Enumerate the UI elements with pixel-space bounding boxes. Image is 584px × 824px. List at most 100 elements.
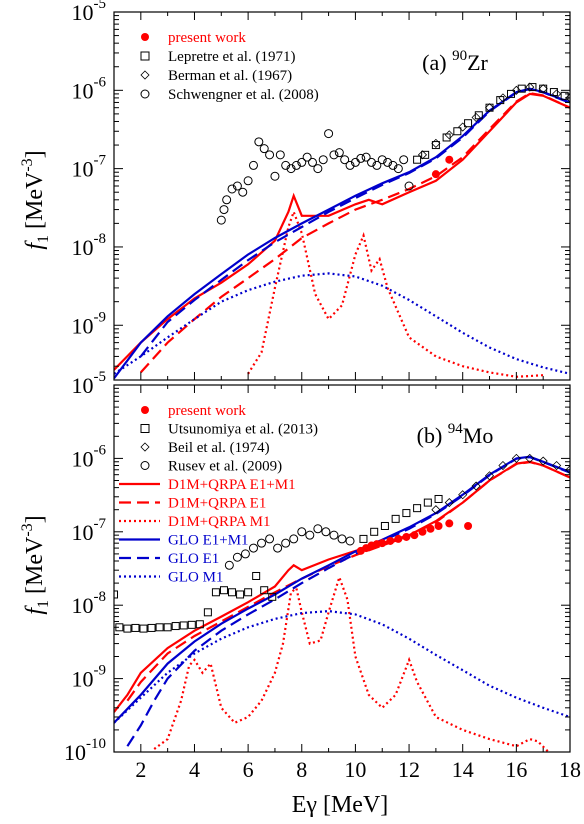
x-tick-label: 4 xyxy=(189,757,200,782)
data-point xyxy=(289,534,299,544)
data-point xyxy=(318,155,328,165)
data-point xyxy=(244,588,253,597)
data-point xyxy=(240,549,250,559)
data-point xyxy=(302,152,312,162)
data-point xyxy=(248,160,258,170)
data-point xyxy=(394,534,403,543)
data-point xyxy=(259,144,269,154)
series-line xyxy=(114,460,570,713)
x-tick-label: 2 xyxy=(135,757,146,782)
data-point xyxy=(399,155,409,165)
legend-label: Berman et al. (1967) xyxy=(168,68,292,84)
y-tick-label: 10-8 xyxy=(72,589,107,618)
data-point xyxy=(147,623,156,632)
data-point xyxy=(216,215,226,225)
legend-marker xyxy=(140,70,150,80)
data-point xyxy=(356,153,366,163)
data-point xyxy=(525,453,535,463)
data-point xyxy=(383,157,393,167)
legend-marker xyxy=(140,424,150,433)
data-point xyxy=(418,527,427,536)
x-tick-label: 16 xyxy=(505,757,527,782)
data-point xyxy=(372,160,382,170)
data-point xyxy=(139,624,148,633)
y-tick-label: 10-6 xyxy=(72,442,107,471)
series-line xyxy=(247,208,544,378)
x-tick-label: 18 xyxy=(559,757,581,782)
data-point xyxy=(257,538,267,548)
legend-label: Beil et al. (1974) xyxy=(168,440,270,456)
data-point xyxy=(445,155,454,164)
legend-marker xyxy=(140,461,150,470)
panel-a-90zr: 10-5 10-6 10-7 10-8 10-9 (a) 90Zr present work… xyxy=(72,0,571,381)
data-point xyxy=(391,514,400,523)
data-point xyxy=(380,521,389,530)
data-point xyxy=(313,524,323,534)
plot-frame xyxy=(113,384,571,753)
data-point xyxy=(340,155,350,165)
series-line xyxy=(114,609,570,724)
data-point xyxy=(171,622,180,631)
data-point xyxy=(265,150,275,160)
data-point xyxy=(131,623,140,632)
series-line xyxy=(126,455,570,747)
data-point xyxy=(431,138,441,148)
data-point xyxy=(114,590,118,599)
series-line xyxy=(139,92,570,374)
data-point xyxy=(224,560,234,570)
data-point xyxy=(402,532,411,541)
data-point xyxy=(155,623,164,632)
data-point xyxy=(431,141,440,150)
data-point xyxy=(334,148,344,158)
data-point xyxy=(219,586,228,595)
data-point xyxy=(286,164,296,174)
data-point xyxy=(413,504,422,513)
x-tick-label: 12 xyxy=(398,757,420,782)
data-point xyxy=(471,481,481,491)
legend-label: Schwengner et al. (2008) xyxy=(168,87,319,103)
data-point xyxy=(538,84,548,94)
data-point xyxy=(305,530,315,540)
data-point xyxy=(417,150,428,160)
data-point xyxy=(565,465,570,475)
data-point xyxy=(434,521,443,530)
data-point xyxy=(410,531,419,540)
legend-label: present work xyxy=(168,30,246,46)
legend-label: Lepretre et al. (1971) xyxy=(168,49,295,65)
data-point xyxy=(442,133,451,142)
data-point xyxy=(345,160,355,170)
data-point xyxy=(163,623,172,632)
y-tick-label: 10-10 xyxy=(64,736,106,765)
data-point xyxy=(426,524,435,533)
data-point xyxy=(232,552,242,562)
series-line xyxy=(114,272,570,375)
data-point xyxy=(404,181,414,191)
data-point xyxy=(444,130,454,140)
panel-label: (b) 94Mo xyxy=(417,421,494,448)
legend-label: D1M+QRPA M1 xyxy=(168,514,271,530)
data-point xyxy=(270,171,280,181)
data-point xyxy=(252,571,261,580)
legend-label: GLO M1 xyxy=(168,570,223,586)
data-point xyxy=(361,152,371,162)
y-tick-label: 10-7 xyxy=(72,153,107,182)
data-point xyxy=(378,539,387,548)
x-tick-label: 8 xyxy=(296,757,307,782)
data-point xyxy=(388,160,398,170)
x-axis-label: Eγ [MeV] xyxy=(292,792,389,818)
x-tick-label: 6 xyxy=(243,757,254,782)
data-point xyxy=(413,155,422,164)
data-point xyxy=(484,471,495,481)
data-point xyxy=(227,184,237,194)
data-point xyxy=(498,93,508,103)
data-point xyxy=(195,620,204,629)
svg-text:f1 [MeV-3]: f1 [MeV-3] xyxy=(19,150,52,249)
data-point xyxy=(236,590,245,599)
data-point xyxy=(179,621,188,630)
svg-text:f1 [MeV-3]: f1 [MeV-3] xyxy=(19,515,52,614)
data-point xyxy=(248,543,258,553)
data-point xyxy=(345,536,355,546)
y-tick-label: 10-8 xyxy=(72,231,107,260)
legend-label: GLO E1+M1 xyxy=(168,533,249,549)
data-point xyxy=(203,608,212,617)
